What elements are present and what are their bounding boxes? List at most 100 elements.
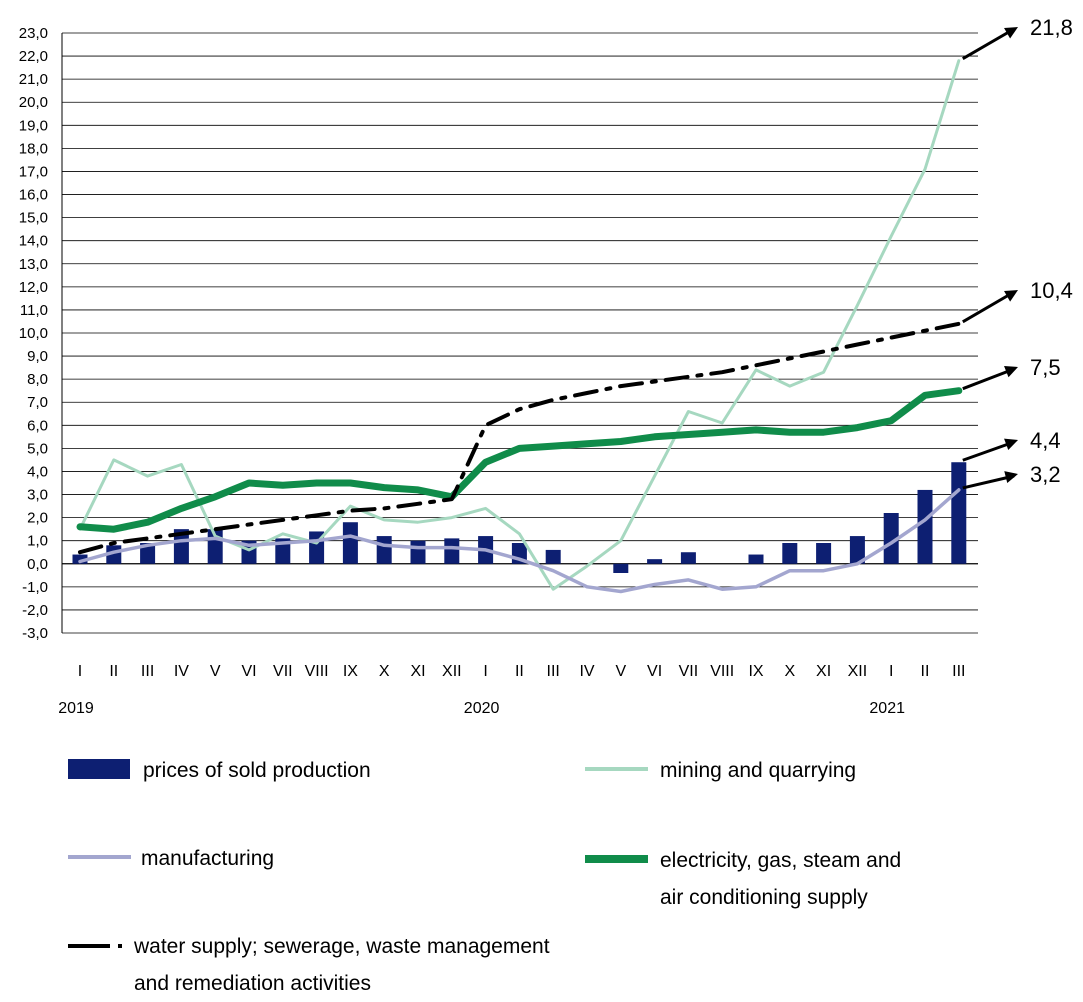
bar — [816, 543, 832, 564]
legend-label: manufacturing — [141, 847, 274, 870]
x-tick-label: I — [483, 663, 487, 680]
callout-label: 4,4 — [1030, 428, 1061, 453]
y-tick-label: 9,0 — [27, 348, 48, 365]
year-label: 2019 — [58, 700, 94, 717]
x-tick-label: X — [379, 663, 390, 680]
callout-label: 21,8 — [1030, 15, 1073, 40]
x-tick-label: V — [615, 663, 626, 680]
callout-arrow-line — [962, 440, 1015, 462]
y-tick-label: 23,0 — [19, 25, 48, 42]
x-tick-label: VIII — [710, 663, 734, 680]
callout-label: 10,4 — [1030, 278, 1073, 303]
bar — [680, 552, 696, 564]
bar — [444, 538, 460, 564]
line-series — [76, 59, 963, 594]
legend-label: and remediation activities — [134, 972, 371, 995]
bar — [613, 563, 629, 573]
y-tick-label: 0,0 — [27, 556, 48, 573]
x-tick-label: VII — [679, 663, 699, 680]
gridlines — [62, 32, 978, 634]
water-supply-line — [78, 321, 961, 555]
callout-arrow-head — [1004, 290, 1018, 302]
y-tick-label: 14,0 — [19, 233, 48, 250]
y-tick-label: 15,0 — [19, 210, 48, 227]
bar — [647, 559, 663, 564]
legend: prices of sold production mining and quar… — [68, 759, 901, 995]
y-tick-label: 3,0 — [27, 487, 48, 504]
callout-arrow-head — [1004, 438, 1018, 451]
x-tick-label: IV — [579, 663, 594, 680]
mining-line — [78, 59, 961, 591]
x-tick-label: IX — [748, 663, 763, 680]
y-tick-label: 21,0 — [19, 71, 48, 88]
y-tick-label: -1,0 — [22, 579, 48, 596]
year-label: 2021 — [869, 700, 905, 717]
x-tick-label: VII — [273, 663, 293, 680]
bar — [883, 513, 899, 564]
x-tick-label: III — [547, 663, 560, 680]
x-tick-label: V — [210, 663, 221, 680]
x-tick-label: II — [109, 663, 118, 680]
bar — [410, 540, 426, 564]
x-axis-ticks: I II III IV V VI VII VIII IX X XI XII I II III IV V VI VII… — [58, 663, 965, 717]
y-tick-label: 6,0 — [27, 417, 48, 434]
x-tick-label: I — [78, 663, 82, 680]
x-tick-label: IX — [343, 663, 358, 680]
callout-label: 3,2 — [1030, 462, 1061, 487]
y-tick-label: -3,0 — [22, 625, 48, 642]
y-tick-label: 16,0 — [19, 187, 48, 204]
y-tick-label: 10,0 — [19, 325, 48, 342]
bar — [342, 522, 358, 564]
bar — [748, 554, 764, 564]
y-tick-label: 18,0 — [19, 140, 48, 157]
bar — [849, 536, 865, 564]
bar — [545, 549, 561, 564]
y-tick-label: 1,0 — [27, 533, 48, 550]
legend-label: water supply; sewerage, waste management — [133, 935, 550, 958]
bar — [376, 536, 392, 564]
x-tick-label: VI — [241, 663, 256, 680]
callout-arrow-head — [1004, 471, 1018, 483]
x-tick-label: VI — [647, 663, 662, 680]
callout-arrow-line — [962, 367, 1015, 391]
callout-label: 7,5 — [1030, 355, 1061, 380]
y-tick-label: 12,0 — [19, 279, 48, 296]
callout-arrow-line — [962, 474, 1015, 490]
bar — [72, 554, 88, 564]
bar — [951, 462, 967, 564]
callout-arrow-head — [1004, 365, 1018, 378]
legend-label: prices of sold production — [143, 759, 371, 782]
y-axis-ticks: -3,0 -2,0 -1,0 0,0 1,0 2,0 3,0 4,0 5,0 6,0 7,0 8,0 9… — [19, 25, 48, 642]
x-tick-label: XI — [410, 663, 425, 680]
callout-arrow-line — [962, 290, 1015, 324]
callout-annotations: 21,8 10,4 7,5 4,4 3,2 — [962, 15, 1073, 490]
bar — [173, 529, 189, 564]
bar — [140, 543, 156, 564]
x-tick-label: XII — [442, 663, 462, 680]
x-tick-label: II — [921, 663, 930, 680]
y-tick-label: 11,0 — [20, 302, 48, 319]
x-tick-label: I — [889, 663, 893, 680]
x-tick-label: IV — [174, 663, 189, 680]
y-tick-label: 20,0 — [19, 94, 48, 111]
y-tick-label: 13,0 — [19, 256, 48, 273]
x-tick-label: III — [952, 663, 965, 680]
y-tick-label: 19,0 — [19, 117, 48, 134]
callout-arrow-head — [1004, 27, 1018, 39]
y-tick-label: 7,0 — [27, 394, 48, 411]
legend-bar-swatch — [68, 759, 130, 779]
legend-label: mining and quarrying — [660, 759, 856, 782]
y-tick-label: 22,0 — [19, 48, 48, 65]
manufacturing-line — [78, 488, 961, 594]
x-tick-label: II — [515, 663, 524, 680]
y-tick-label: 2,0 — [27, 510, 48, 527]
callout-arrow-line — [962, 27, 1015, 60]
electricity-line — [76, 387, 963, 533]
bar — [782, 543, 798, 564]
x-tick-label: III — [141, 663, 154, 680]
y-tick-label: 17,0 — [19, 163, 48, 180]
y-tick-label: 8,0 — [27, 371, 48, 388]
x-tick-label: X — [784, 663, 795, 680]
x-tick-label: XI — [816, 663, 831, 680]
